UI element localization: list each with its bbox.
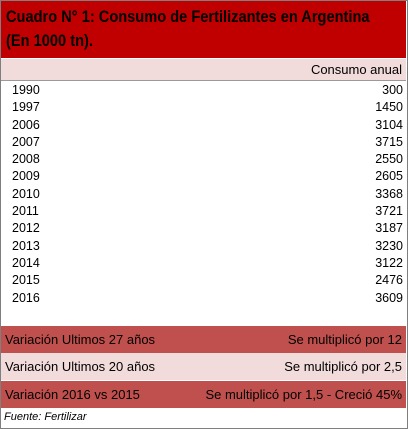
summary-result: Se multiplicó por 12	[287, 332, 402, 347]
data-rows: 1990 300 1997 1450 2006 3104 2007 3715 2008 2…	[1, 82, 406, 307]
table-row: 2013 3230	[1, 238, 406, 255]
table-row: 2015 2476	[1, 272, 406, 289]
table-row: 2014 3122	[1, 255, 406, 272]
value-cell: 3368	[375, 186, 403, 201]
summary-row-20-years: Variación Ultimos 20 años Se multiplicó …	[1, 353, 406, 380]
table-title: Cuadro N° 1: Consumo de Fertilizantes en…	[6, 7, 370, 26]
value-cell: 2550	[375, 152, 403, 167]
table-title-unit: (En 1000 tn).	[6, 31, 93, 50]
year-cell: 2010	[12, 186, 40, 201]
value-cell: 300	[382, 83, 403, 97]
value-cell: 2605	[375, 169, 403, 184]
summary-label: Variación 2016 vs 2015	[5, 387, 140, 402]
summary-result: Se multiplicó por 2,5	[284, 359, 402, 374]
year-cell: 1990	[12, 83, 40, 97]
year-cell: 1997	[12, 100, 40, 115]
year-cell: 2007	[12, 134, 40, 149]
table-row: 2007 3715	[1, 134, 406, 151]
table-row: 2010 3368	[1, 186, 406, 203]
header-divider	[1, 80, 406, 81]
year-cell: 2014	[12, 255, 40, 270]
table-row: 2012 3187	[1, 220, 406, 237]
value-cell: 3230	[375, 238, 403, 253]
summary-row-27-years: Variación Ultimos 27 años Se multiplicó …	[1, 326, 406, 353]
value-cell: 1450	[375, 100, 403, 115]
summary-label: Variación Ultimos 27 años	[5, 332, 156, 347]
value-cell: 3715	[375, 134, 403, 149]
column-header-row: Consumo anual	[1, 59, 406, 80]
column-header-consumo: Consumo anual	[310, 62, 402, 77]
year-cell: 2006	[12, 117, 40, 132]
value-cell: 3721	[375, 204, 403, 219]
table-row: 1990 300	[1, 82, 406, 99]
table-row: 2009 2605	[1, 168, 406, 185]
year-cell: 2009	[12, 169, 40, 184]
year-cell: 2016	[12, 290, 40, 305]
value-cell: 3104	[375, 117, 403, 132]
source-note: Fuente: Fertilizar	[4, 411, 87, 423]
summary-row-2016-vs-2015: Variación 2016 vs 2015 Se multiplicó por…	[1, 381, 406, 408]
table-row: 1997 1450	[1, 99, 406, 116]
value-cell: 3122	[375, 255, 403, 270]
table-row: 2011 3721	[1, 203, 406, 220]
year-cell: 2012	[12, 221, 40, 236]
table-row: 2008 2550	[1, 151, 406, 168]
year-cell: 2015	[12, 273, 40, 288]
table-title-bar: Cuadro N° 1: Consumo de Fertilizantes en…	[1, 1, 406, 58]
table-row: 2016 3609	[1, 290, 406, 307]
value-cell: 2476	[375, 273, 403, 288]
year-cell: 2011	[12, 204, 39, 219]
value-cell: 3187	[375, 221, 403, 236]
summary-label: Variación Ultimos 20 años	[5, 359, 156, 374]
table-row: 2006 3104	[1, 117, 406, 134]
summary-result: Se multiplicó por 1,5 - Creció 45%	[205, 387, 402, 402]
year-cell: 2008	[12, 152, 40, 167]
year-cell: 2013	[12, 238, 40, 253]
value-cell: 3609	[375, 290, 403, 305]
